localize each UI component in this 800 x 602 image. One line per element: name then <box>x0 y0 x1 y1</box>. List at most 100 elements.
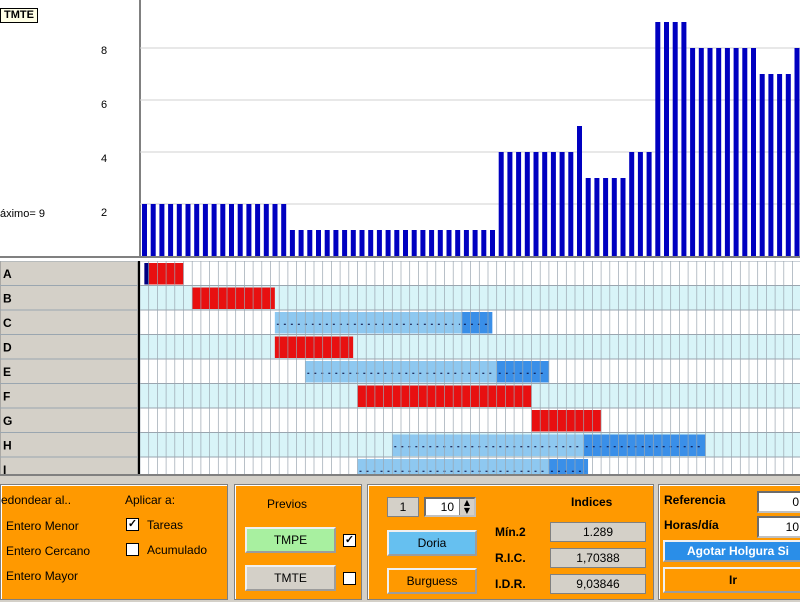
tareas-checkbox[interactable]: ✓ <box>126 518 139 531</box>
histogram-bar <box>194 204 200 256</box>
histogram-bar <box>307 230 313 256</box>
histogram-bar <box>629 152 635 256</box>
histogram-bar <box>263 204 269 256</box>
histogram-bar <box>185 204 191 256</box>
histogram-bar <box>490 230 495 256</box>
referencia-panel: Referencia 0 Horas/día 10 Agotar Holgura… <box>658 484 800 600</box>
histogram-bar <box>646 152 652 256</box>
histogram-bar <box>672 22 678 256</box>
gantt-row-bg <box>138 408 800 433</box>
histogram-bar <box>463 230 469 256</box>
histogram-bar <box>681 22 687 256</box>
gantt-row-header <box>0 432 139 458</box>
resource-histogram: TMTE áximo= 9 2 4 6 8 <box>0 0 800 258</box>
gantt-row-header <box>0 456 139 474</box>
histogram-bar <box>281 204 287 256</box>
histogram-bar <box>333 230 339 256</box>
referencia-input[interactable]: 0 <box>757 491 800 513</box>
histogram-bar <box>516 152 522 256</box>
gantt-row-header <box>0 309 139 335</box>
histogram-bar <box>716 48 722 256</box>
acumulado-checkbox[interactable] <box>126 543 139 556</box>
control-panel: edondear al.. Entero Menor Entero Cercan… <box>0 474 800 602</box>
histogram-bar <box>376 230 382 256</box>
burguess-button[interactable]: Burguess <box>387 568 477 594</box>
gantt-row-header <box>0 334 139 360</box>
gantt-row-label: F <box>3 390 10 404</box>
acumulado-label: Acumulado <box>147 543 208 557</box>
histogram-bar <box>168 204 174 256</box>
histogram-bar <box>350 230 356 256</box>
histogram-bar <box>211 204 217 256</box>
histogram-bar <box>446 230 452 256</box>
ir-button[interactable]: Ir <box>663 567 800 593</box>
y-tick-label: 2 <box>100 207 108 219</box>
histogram-bar <box>577 126 582 256</box>
histogram-bar <box>368 230 374 256</box>
option-entero-menor[interactable]: Entero Menor <box>6 519 79 533</box>
histogram-bar <box>707 48 713 256</box>
histogram-bar <box>455 230 461 256</box>
histogram-bar <box>733 48 739 256</box>
redondear-panel: edondear al.. Entero Menor Entero Cercan… <box>0 484 228 600</box>
previos-panel: Previos TMPE ✓ TMTE <box>234 484 362 600</box>
histogram-bar <box>385 230 391 256</box>
referencia-label: Referencia <box>664 493 726 507</box>
gantt-row-label: H <box>3 439 12 453</box>
horas-label: Horas/día <box>664 518 719 532</box>
histogram-bar <box>237 204 243 256</box>
indices-title: Indices <box>571 495 613 509</box>
indices-panel: 1 10 ▲ ▼ Doria Burguess Indices Mín.2 1.2… <box>367 484 654 600</box>
gantt-row-label: G <box>3 414 12 428</box>
gantt-bar <box>144 263 149 285</box>
histogram-bar <box>429 230 435 256</box>
tmte-button[interactable]: TMTE <box>245 565 336 591</box>
option-entero-cercano[interactable]: Entero Cercano <box>6 544 91 558</box>
histogram-bar <box>637 152 643 256</box>
histogram-bar <box>585 178 591 256</box>
tmpe-checkbox[interactable]: ✓ <box>343 534 356 547</box>
gantt-row-label: E <box>3 365 11 379</box>
histogram-bar <box>768 74 774 256</box>
gantt-row-header <box>0 383 139 409</box>
chart-title-tag: TMTE <box>0 8 38 23</box>
histogram-svg <box>0 0 800 258</box>
histogram-bar <box>289 230 295 256</box>
gantt-row-header <box>0 285 139 311</box>
histogram-bar <box>316 230 321 256</box>
min2-label: Mín.2 <box>495 525 526 539</box>
doria-button[interactable]: Doria <box>387 530 477 556</box>
histogram-bar <box>472 230 478 256</box>
gantt-row-header <box>0 407 139 433</box>
agotar-holgura-button[interactable]: Agotar Holgura Si <box>663 540 800 562</box>
y-tick-label: 6 <box>100 99 108 111</box>
spin-from-field[interactable]: 1 <box>387 497 419 517</box>
histogram-bar <box>246 204 252 256</box>
histogram-bar <box>229 204 234 256</box>
histogram-bar <box>437 230 443 256</box>
redondear-title: edondear al.. <box>1 493 72 507</box>
gantt-row-bg <box>138 261 800 286</box>
histogram-bar <box>664 22 669 256</box>
histogram-bar <box>655 22 661 256</box>
histogram-bar <box>498 152 504 256</box>
gantt-row-label: B <box>3 292 12 306</box>
horas-input[interactable]: 10 <box>757 516 800 538</box>
tmpe-button[interactable]: TMPE <box>245 527 336 553</box>
idr-value: 9,03846 <box>550 574 646 594</box>
histogram-bar <box>342 230 348 256</box>
histogram-bar <box>785 74 791 256</box>
histogram-bar <box>176 204 182 256</box>
ric-value: 1,70388 <box>550 548 646 568</box>
spin-updown-icon[interactable]: ▲ ▼ <box>459 499 474 515</box>
histogram-bar <box>559 152 565 256</box>
tmte-checkbox[interactable] <box>343 572 356 585</box>
gantt-row-label: D <box>3 341 12 355</box>
option-entero-mayor[interactable]: Entero Mayor <box>6 569 79 583</box>
max-label: áximo= 9 <box>0 208 45 220</box>
histogram-bar <box>150 204 156 256</box>
gantt-row-label: I <box>3 463 6 474</box>
histogram-bar <box>568 152 574 256</box>
min2-value: 1.289 <box>550 522 646 542</box>
